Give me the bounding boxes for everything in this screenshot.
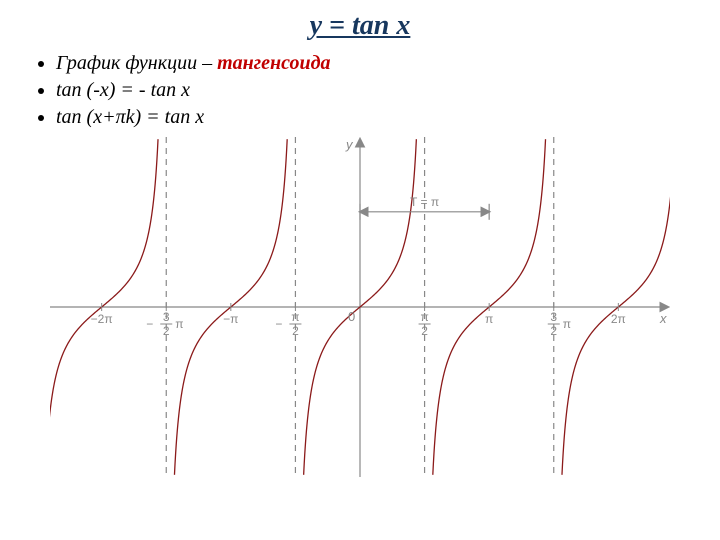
- chart-svg: 0xy−2π−32π−π−π2π2π32π2πT = π: [50, 137, 670, 477]
- period-label: T = π: [410, 195, 439, 209]
- x-tick-label: −π2: [275, 310, 301, 338]
- property-text: tan (-x) = - tan x: [56, 79, 190, 101]
- svg-text:2: 2: [292, 324, 299, 338]
- svg-text:−2π: −2π: [91, 312, 113, 326]
- svg-text:π: π: [420, 310, 428, 324]
- svg-text:π: π: [485, 312, 493, 326]
- x-tick-label: −32π: [146, 310, 183, 338]
- property-text: tan (x+πk) = tan x: [56, 106, 204, 128]
- svg-text:π: π: [563, 317, 571, 331]
- y-axis-label: y: [345, 137, 354, 152]
- svg-text:2: 2: [421, 324, 428, 338]
- x-tick-label: −2π: [91, 312, 113, 326]
- page-title: y = tan x: [30, 10, 690, 42]
- svg-text:2: 2: [550, 324, 557, 338]
- svg-text:−: −: [146, 317, 153, 331]
- origin-label: 0: [348, 309, 355, 324]
- property-item: График функции – тангенсоида: [56, 52, 690, 75]
- x-tick-label: 32π: [548, 310, 571, 338]
- svg-text:3: 3: [163, 310, 170, 324]
- property-text: График функции –: [56, 52, 217, 74]
- x-tick-label: −π: [223, 312, 238, 326]
- svg-text:3: 3: [550, 310, 557, 324]
- x-tick-label: 2π: [611, 312, 626, 326]
- svg-text:2: 2: [163, 324, 170, 338]
- svg-text:−π: −π: [223, 312, 238, 326]
- property-item: tan (-x) = - tan x: [56, 79, 690, 102]
- properties-list: График функции – тангенсоида tan (-x) = -…: [36, 52, 690, 129]
- property-emph: тангенсоида: [217, 52, 330, 74]
- tangent-chart: 0xy−2π−32π−π−π2π2π32π2πT = π: [50, 137, 670, 477]
- svg-text:π: π: [175, 317, 183, 331]
- svg-text:π: π: [291, 310, 299, 324]
- svg-text:−: −: [275, 317, 282, 331]
- x-axis-label: x: [659, 311, 667, 326]
- x-tick-label: π2: [419, 310, 431, 338]
- property-item: tan (x+πk) = tan x: [56, 106, 690, 129]
- svg-text:2π: 2π: [611, 312, 626, 326]
- x-tick-label: π: [485, 312, 493, 326]
